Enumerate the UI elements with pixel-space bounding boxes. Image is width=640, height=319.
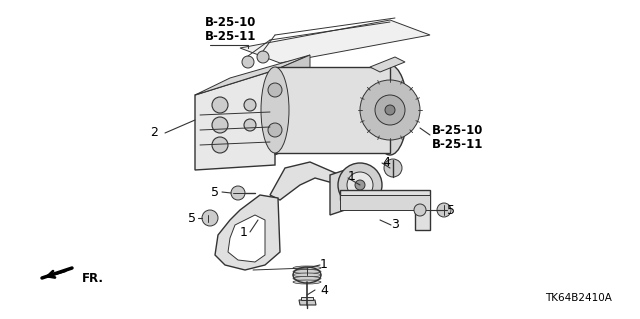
Text: 5: 5 — [447, 204, 455, 217]
Text: FR.: FR. — [82, 271, 104, 285]
Text: B-25-11: B-25-11 — [432, 137, 483, 151]
Text: 2: 2 — [150, 127, 158, 139]
Ellipse shape — [293, 280, 321, 284]
Circle shape — [384, 159, 402, 177]
Polygon shape — [330, 170, 345, 215]
Circle shape — [202, 210, 218, 226]
Text: B-25-11: B-25-11 — [205, 29, 257, 42]
Circle shape — [347, 172, 373, 198]
Ellipse shape — [372, 65, 408, 155]
Ellipse shape — [293, 266, 321, 270]
Text: 3: 3 — [391, 218, 399, 231]
Circle shape — [375, 95, 405, 125]
Circle shape — [268, 123, 282, 137]
Circle shape — [212, 137, 228, 153]
Polygon shape — [195, 70, 275, 170]
Polygon shape — [340, 190, 430, 230]
Circle shape — [212, 117, 228, 133]
Polygon shape — [270, 162, 340, 200]
Polygon shape — [275, 67, 390, 153]
Circle shape — [437, 203, 451, 217]
Polygon shape — [195, 55, 310, 95]
Text: 1: 1 — [240, 226, 248, 239]
Circle shape — [257, 51, 269, 63]
Ellipse shape — [261, 67, 289, 153]
Ellipse shape — [293, 270, 321, 273]
Circle shape — [268, 83, 282, 97]
Text: 4: 4 — [382, 155, 390, 168]
Circle shape — [385, 105, 395, 115]
Circle shape — [244, 119, 256, 131]
Polygon shape — [370, 57, 405, 72]
Polygon shape — [228, 215, 265, 262]
Text: 1: 1 — [320, 258, 328, 271]
Ellipse shape — [293, 273, 321, 277]
Text: 5: 5 — [188, 211, 196, 225]
Circle shape — [338, 163, 382, 207]
Text: 5: 5 — [211, 186, 219, 198]
Ellipse shape — [293, 277, 321, 280]
Polygon shape — [215, 195, 280, 270]
Polygon shape — [240, 20, 430, 63]
Polygon shape — [301, 297, 313, 300]
Circle shape — [244, 99, 256, 111]
Circle shape — [355, 180, 365, 190]
Text: B-25-10: B-25-10 — [205, 16, 257, 28]
Text: 1: 1 — [348, 169, 356, 182]
Circle shape — [231, 186, 245, 200]
Circle shape — [414, 204, 426, 216]
Text: B-25-10: B-25-10 — [432, 123, 483, 137]
Polygon shape — [340, 195, 430, 210]
Circle shape — [360, 80, 420, 140]
Circle shape — [212, 97, 228, 113]
Text: TK64B2410A: TK64B2410A — [545, 293, 612, 303]
Polygon shape — [275, 55, 310, 155]
Text: 4: 4 — [320, 284, 328, 296]
Circle shape — [242, 56, 254, 68]
Polygon shape — [299, 300, 316, 305]
